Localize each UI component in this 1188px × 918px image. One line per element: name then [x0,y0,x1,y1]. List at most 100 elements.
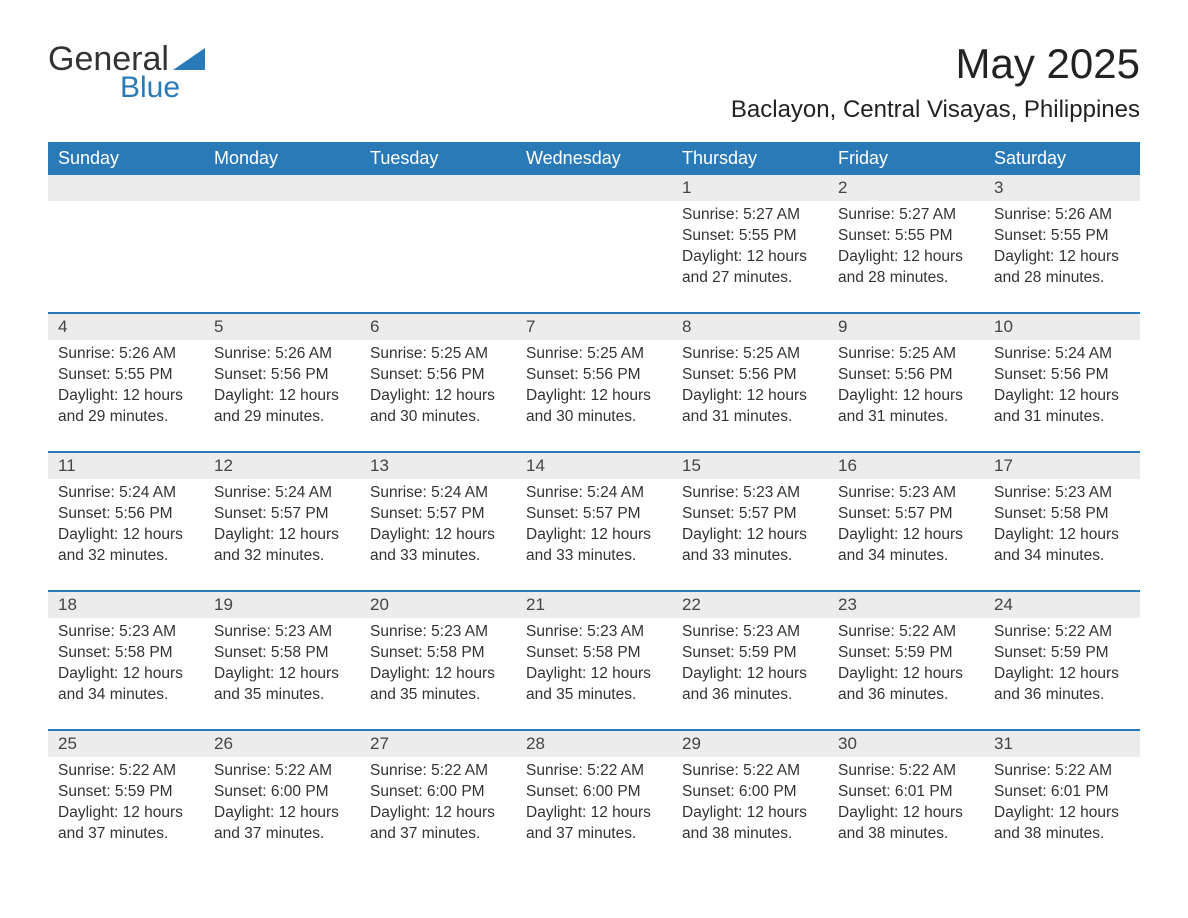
sunset-line: Sunset: 5:55 PM [994,226,1130,247]
day-number-cell: 14 [516,452,672,479]
day-detail-cell: Sunrise: 5:25 AMSunset: 5:56 PMDaylight:… [672,340,828,452]
sunrise-line: Sunrise: 5:26 AM [994,205,1130,226]
logo-text-blue: Blue [120,71,205,105]
daylight-line: Daylight: 12 hours and 30 minutes. [526,386,662,428]
day-number-cell: 19 [204,591,360,618]
sunrise-line: Sunrise: 5:22 AM [214,761,350,782]
day-number-cell: 18 [48,591,204,618]
sunset-line: Sunset: 5:58 PM [58,643,194,664]
day-detail-cell: Sunrise: 5:22 AMSunset: 5:59 PMDaylight:… [48,757,204,869]
weekday-header: Monday [204,142,360,175]
daynum-row: 123 [48,175,1140,201]
sunset-line: Sunset: 5:59 PM [58,782,194,803]
daylight-line: Daylight: 12 hours and 32 minutes. [58,525,194,567]
day-detail-cell: Sunrise: 5:22 AMSunset: 6:00 PMDaylight:… [360,757,516,869]
sunset-line: Sunset: 5:56 PM [994,365,1130,386]
day-number-cell: 15 [672,452,828,479]
day-detail-cell: Sunrise: 5:25 AMSunset: 5:56 PMDaylight:… [828,340,984,452]
day-number-cell: 20 [360,591,516,618]
day-number-cell: 11 [48,452,204,479]
sunrise-line: Sunrise: 5:25 AM [838,344,974,365]
sunset-line: Sunset: 5:57 PM [370,504,506,525]
day-detail-cell: Sunrise: 5:23 AMSunset: 5:58 PMDaylight:… [48,618,204,730]
daylight-line: Daylight: 12 hours and 29 minutes. [58,386,194,428]
sunrise-line: Sunrise: 5:22 AM [370,761,506,782]
sunrise-line: Sunrise: 5:27 AM [682,205,818,226]
day-detail-cell [48,201,204,313]
daylight-line: Daylight: 12 hours and 37 minutes. [526,803,662,845]
sunrise-line: Sunrise: 5:23 AM [370,622,506,643]
day-number-cell: 25 [48,730,204,757]
day-number-cell: 1 [672,175,828,201]
sunset-line: Sunset: 5:58 PM [526,643,662,664]
day-number-cell: 26 [204,730,360,757]
sunrise-line: Sunrise: 5:25 AM [370,344,506,365]
sunrise-line: Sunrise: 5:22 AM [682,761,818,782]
detail-row: Sunrise: 5:24 AMSunset: 5:56 PMDaylight:… [48,479,1140,591]
daylight-line: Daylight: 12 hours and 34 minutes. [58,664,194,706]
daylight-line: Daylight: 12 hours and 36 minutes. [682,664,818,706]
day-detail-cell: Sunrise: 5:25 AMSunset: 5:56 PMDaylight:… [360,340,516,452]
day-detail-cell: Sunrise: 5:23 AMSunset: 5:58 PMDaylight:… [516,618,672,730]
sunrise-line: Sunrise: 5:26 AM [214,344,350,365]
day-number-cell: 4 [48,313,204,340]
day-number-cell: 21 [516,591,672,618]
day-number-cell: 24 [984,591,1140,618]
calendar-head: SundayMondayTuesdayWednesdayThursdayFrid… [48,142,1140,175]
calendar-body: 123Sunrise: 5:27 AMSunset: 5:55 PMDaylig… [48,175,1140,869]
header: General Blue May 2025 Baclayon, Central … [48,40,1140,134]
sunset-line: Sunset: 5:56 PM [58,504,194,525]
sunset-line: Sunset: 5:55 PM [58,365,194,386]
title-block: May 2025 Baclayon, Central Visayas, Phil… [731,40,1140,134]
day-number-cell: 9 [828,313,984,340]
day-detail-cell [516,201,672,313]
daylight-line: Daylight: 12 hours and 34 minutes. [994,525,1130,567]
sunrise-line: Sunrise: 5:22 AM [994,622,1130,643]
logo: General Blue [48,40,205,105]
day-number-cell: 23 [828,591,984,618]
sunset-line: Sunset: 6:01 PM [994,782,1130,803]
day-number-cell: 16 [828,452,984,479]
daylight-line: Daylight: 12 hours and 28 minutes. [994,247,1130,289]
daylight-line: Daylight: 12 hours and 36 minutes. [838,664,974,706]
day-number-cell [204,175,360,201]
day-number-cell: 27 [360,730,516,757]
day-detail-cell: Sunrise: 5:24 AMSunset: 5:56 PMDaylight:… [984,340,1140,452]
sunset-line: Sunset: 5:59 PM [682,643,818,664]
day-number-cell [48,175,204,201]
day-detail-cell: Sunrise: 5:22 AMSunset: 5:59 PMDaylight:… [984,618,1140,730]
sunrise-line: Sunrise: 5:24 AM [58,483,194,504]
day-detail-cell: Sunrise: 5:26 AMSunset: 5:55 PMDaylight:… [984,201,1140,313]
weekday-row: SundayMondayTuesdayWednesdayThursdayFrid… [48,142,1140,175]
sunset-line: Sunset: 6:00 PM [370,782,506,803]
sunrise-line: Sunrise: 5:24 AM [370,483,506,504]
day-detail-cell: Sunrise: 5:27 AMSunset: 5:55 PMDaylight:… [828,201,984,313]
day-detail-cell: Sunrise: 5:23 AMSunset: 5:59 PMDaylight:… [672,618,828,730]
daylight-line: Daylight: 12 hours and 31 minutes. [838,386,974,428]
day-number-cell: 28 [516,730,672,757]
daylight-line: Daylight: 12 hours and 28 minutes. [838,247,974,289]
day-detail-cell: Sunrise: 5:25 AMSunset: 5:56 PMDaylight:… [516,340,672,452]
daylight-line: Daylight: 12 hours and 30 minutes. [370,386,506,428]
daylight-line: Daylight: 12 hours and 31 minutes. [994,386,1130,428]
daylight-line: Daylight: 12 hours and 34 minutes. [838,525,974,567]
daylight-line: Daylight: 12 hours and 33 minutes. [370,525,506,567]
day-detail-cell: Sunrise: 5:22 AMSunset: 6:00 PMDaylight:… [516,757,672,869]
day-number-cell: 12 [204,452,360,479]
sunset-line: Sunset: 6:01 PM [838,782,974,803]
detail-row: Sunrise: 5:27 AMSunset: 5:55 PMDaylight:… [48,201,1140,313]
day-detail-cell: Sunrise: 5:24 AMSunset: 5:57 PMDaylight:… [516,479,672,591]
sunrise-line: Sunrise: 5:23 AM [682,622,818,643]
sunset-line: Sunset: 5:55 PM [838,226,974,247]
day-detail-cell [360,201,516,313]
page-title: May 2025 [731,40,1140,88]
daynum-row: 11121314151617 [48,452,1140,479]
day-detail-cell: Sunrise: 5:22 AMSunset: 6:00 PMDaylight:… [204,757,360,869]
day-number-cell: 30 [828,730,984,757]
sunrise-line: Sunrise: 5:24 AM [994,344,1130,365]
day-detail-cell: Sunrise: 5:26 AMSunset: 5:55 PMDaylight:… [48,340,204,452]
daylight-line: Daylight: 12 hours and 33 minutes. [526,525,662,567]
weekday-header: Saturday [984,142,1140,175]
day-detail-cell: Sunrise: 5:22 AMSunset: 6:01 PMDaylight:… [828,757,984,869]
day-detail-cell: Sunrise: 5:23 AMSunset: 5:57 PMDaylight:… [828,479,984,591]
